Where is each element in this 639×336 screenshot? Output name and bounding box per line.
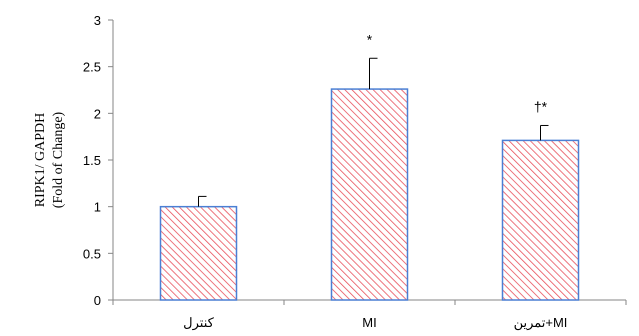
significance-marker: * bbox=[367, 31, 373, 47]
y-tick-label: 2 bbox=[94, 106, 101, 121]
bar bbox=[159, 205, 238, 301]
y-tick-label: 3 bbox=[94, 13, 101, 28]
x-category-label: MI bbox=[362, 315, 376, 330]
bar bbox=[330, 88, 409, 301]
significance-marker: †* bbox=[534, 98, 548, 114]
y-tick-label: 0 bbox=[94, 293, 101, 308]
y-tick-label: 1 bbox=[94, 200, 101, 215]
y-axis-ticks: 0 0.5 1 1.5 2 2.5 3 bbox=[83, 13, 627, 308]
x-category-label: تمرین+MI bbox=[514, 315, 568, 331]
x-category-label: کنترل bbox=[183, 315, 214, 331]
y-axis-title-line1: RIPK1/ GAPDH bbox=[33, 113, 48, 208]
y-tick-label: 1.5 bbox=[83, 153, 101, 168]
bars: * †* bbox=[159, 31, 580, 301]
y-tick-label: 2.5 bbox=[83, 60, 101, 75]
y-axis-title-line2: (Fold of Change) bbox=[51, 111, 66, 208]
y-axis-title: RIPK1/ GAPDH (Fold of Change) bbox=[33, 111, 66, 208]
y-tick-label: 0.5 bbox=[83, 246, 101, 261]
x-axis-labels: کنترل MI تمرین+MI bbox=[183, 315, 567, 331]
bar bbox=[501, 139, 580, 301]
